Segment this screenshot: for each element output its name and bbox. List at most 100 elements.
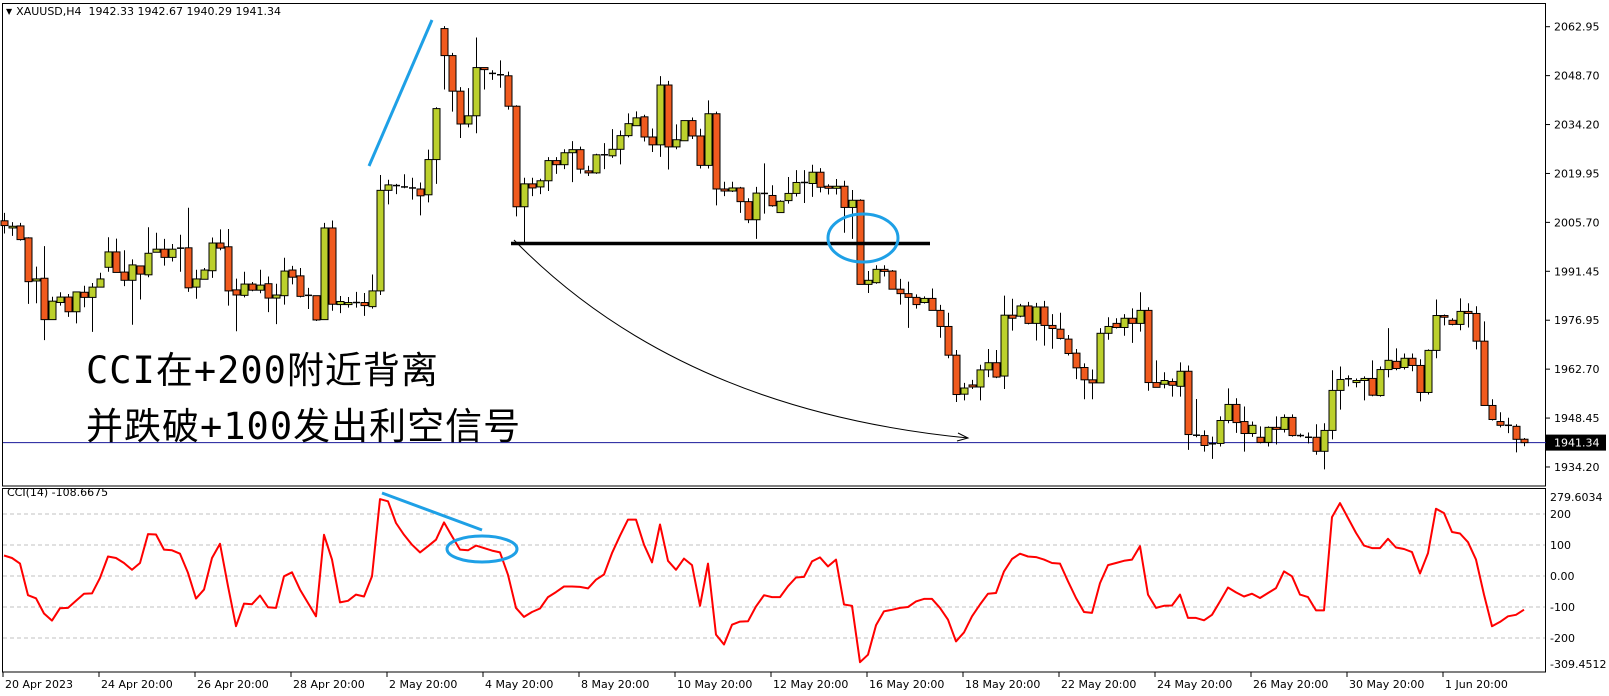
cci-tick-label: -100: [1550, 601, 1575, 614]
candle-body: [1392, 360, 1401, 370]
candle-body: [208, 242, 217, 272]
candle-body: [1416, 364, 1425, 393]
candle-body: [576, 149, 585, 170]
candle: [128, 259, 137, 325]
candle: [296, 267, 305, 298]
candle-body: [416, 188, 425, 197]
candle-body: [1384, 359, 1393, 371]
candle: [8, 222, 17, 236]
candle-body: [80, 291, 89, 298]
candle: [601, 143, 608, 170]
candle: [640, 114, 649, 142]
candle-body: [336, 300, 345, 306]
candle: [1345, 375, 1352, 387]
curved-arrow[interactable]: [513, 239, 969, 439]
candle-body: [1048, 324, 1057, 330]
current-price-label: 1941.34: [1554, 437, 1600, 450]
candle-body: [664, 84, 673, 148]
candle-body: [424, 159, 433, 196]
candle: [1328, 370, 1337, 440]
candle-body: [1280, 416, 1289, 430]
candle-body: [792, 181, 801, 194]
candle-body: [128, 264, 137, 281]
breakdown-ellipse[interactable]: [826, 212, 900, 264]
candle-body: [744, 201, 753, 221]
candle: [624, 113, 633, 138]
candle: [616, 130, 625, 165]
candle-body: [264, 283, 273, 299]
candle: [744, 198, 753, 224]
candle-body: [1424, 349, 1433, 393]
candle-body: [1512, 425, 1521, 440]
candle: [536, 178, 545, 195]
candle-body: [288, 269, 297, 278]
candle: [360, 292, 369, 316]
price-trend-line[interactable]: [367, 19, 434, 167]
candle-body: [104, 251, 113, 268]
candle: [1392, 348, 1401, 371]
ohlc-readout: 1942.33 1942.67 1940.29 1941.34: [88, 5, 281, 18]
candle-body: [200, 269, 209, 280]
candle-body: [448, 55, 457, 92]
candle-body: [272, 294, 281, 299]
candle: [1080, 363, 1089, 400]
candle: [200, 267, 209, 280]
candle-body: [1432, 315, 1441, 351]
candle: [656, 76, 665, 157]
candle: [1136, 292, 1145, 332]
candle: [1368, 360, 1377, 397]
candle-body: [248, 283, 257, 291]
price-tick-label: 2019.95: [1554, 167, 1600, 180]
candle-body: [8, 225, 17, 229]
cci-ellipse[interactable]: [445, 534, 519, 564]
candle: [672, 124, 681, 150]
candle: [960, 382, 969, 401]
time-tick-label: 26 Apr 20:00: [197, 678, 269, 691]
candle: [56, 292, 65, 306]
candle-body: [688, 120, 697, 137]
candle: [1240, 406, 1249, 452]
candle: [88, 283, 97, 332]
candle-body: [896, 288, 905, 295]
candle: [336, 296, 345, 314]
candle-body: [1080, 367, 1089, 381]
candle-body: [160, 248, 169, 258]
candle: [368, 274, 377, 309]
chart-header: ▼ XAUUSD,H4 1942.33 1942.67 1940.29 1941.…: [6, 5, 281, 18]
cci-divergence-line[interactable]: [381, 491, 483, 532]
candle-body: [1288, 416, 1297, 437]
time-tick-label: 22 May 20:00: [1061, 678, 1136, 691]
cci-grid: [3, 513, 1545, 639]
candle: [112, 238, 121, 273]
candle-body: [16, 225, 25, 241]
candle-body: [1128, 317, 1137, 324]
candle: [1040, 300, 1049, 346]
candle: [1336, 366, 1345, 410]
triangle-down-icon[interactable]: ▼: [6, 7, 13, 16]
candle: [184, 207, 193, 292]
candle-body: [880, 268, 889, 272]
candle: [48, 296, 57, 321]
price-tick-label: 1948.45: [1554, 412, 1600, 425]
candle-body: [632, 117, 641, 127]
candle-body: [1088, 379, 1097, 384]
price-tick-label: 1976.95: [1554, 314, 1600, 327]
candle: [240, 271, 249, 298]
candle: [528, 177, 537, 197]
candle: [401, 174, 408, 189]
time-tick-label: 16 May 20:00: [869, 678, 944, 691]
candle: [160, 238, 169, 266]
candle-body: [984, 362, 993, 371]
candle-body: [1216, 420, 1225, 444]
candle-body: [344, 302, 353, 306]
candle-body: [728, 187, 737, 192]
candle-body: [1360, 377, 1369, 381]
candle: [1000, 295, 1009, 390]
candle-body: [888, 270, 897, 290]
candle: [784, 177, 793, 204]
candle-body: [936, 309, 945, 327]
candle-body: [1240, 421, 1249, 435]
candle-body: [848, 199, 857, 208]
candle-body: [40, 277, 49, 321]
